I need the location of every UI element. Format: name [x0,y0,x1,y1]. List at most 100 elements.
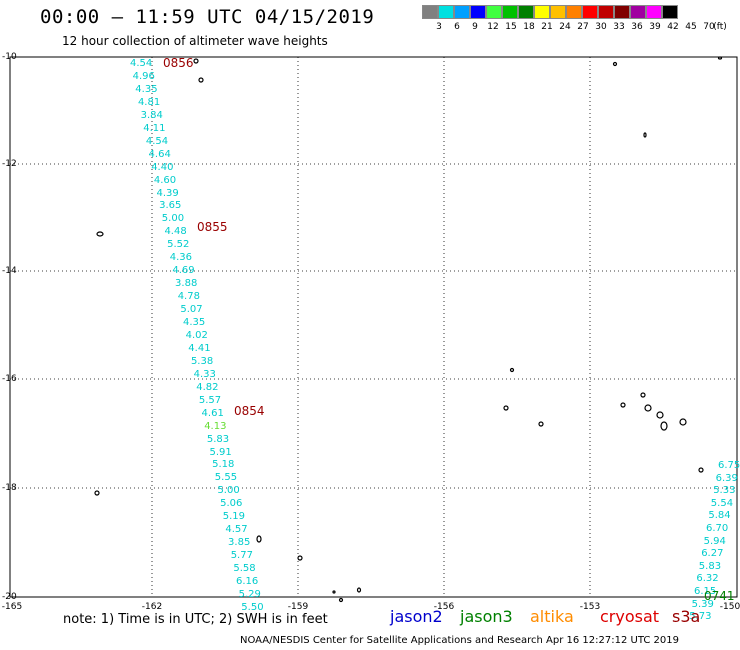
legend-swatch [422,5,438,19]
island-outline [198,77,204,83]
wave-height-value: 5.52 [167,239,190,251]
legend-swatch [502,5,518,19]
wave-height-value: 4.41 [188,342,211,354]
wave-height-value: 5.33 [713,485,736,497]
island-outline [193,58,199,64]
wave-height-value: 5.91 [209,446,232,458]
island-outline [612,61,618,67]
wave-height-value: 5.50 [241,601,264,613]
track-time-label: 0741 [704,589,735,603]
page-title: 00:00 – 11:59 UTC 04/15/2019 [40,6,375,28]
legend-label: 12 [487,22,499,32]
island-outline [656,411,664,419]
island-outline [94,490,100,496]
wave-height-value: 4.35 [135,83,158,95]
wave-height-value: 4.40 [151,161,174,173]
legend-swatch [518,5,534,19]
wave-height-value: 4.96 [132,70,155,82]
track-time-label: 0854 [234,404,265,418]
wave-height-value: 5.54 [710,497,734,509]
wave-height-value: 4.57 [225,524,248,536]
latitude-label: -10 [2,52,17,62]
legend-label: 9 [472,22,478,32]
wave-height-value: 3.84 [140,109,163,121]
wave-height-value: 3.88 [175,278,198,290]
wave-height-value: 4.02 [185,329,208,341]
footer-note: note: 1) Time is in UTC; 2) SWH is in fe… [63,612,328,627]
wave-height-value: 4.61 [201,407,224,419]
wave-height-value: 4.78 [177,291,200,303]
island-outline [640,392,646,398]
legend-swatch [534,5,550,19]
wave-height-value: 5.57 [198,394,222,406]
wave-height-value: 4.48 [164,226,187,238]
island-outline [96,231,104,237]
latitude-label: -16 [2,374,17,384]
island-outline [297,555,303,561]
island-outline [338,597,344,603]
satellite-name: jason2 [390,607,443,626]
wave-height-value: 3.65 [159,200,182,212]
wave-height-value: 4.11 [143,122,166,134]
wave-height-value: 4.33 [193,368,216,380]
legend-swatch [486,5,502,19]
wave-height-value: 6.75 [718,460,740,471]
island-outline [620,402,626,408]
island-outline [256,535,262,543]
island-outline [698,467,704,473]
wave-height-value: 5.07 [180,304,203,316]
legend-swatch [550,5,566,19]
legend-label: 3 [436,22,442,32]
longitude-label: -165 [1,602,23,612]
legend-swatch [646,5,662,19]
wave-height-value: 6.27 [701,548,724,560]
wave-height-value: 4.81 [137,96,161,108]
legend-swatch [614,5,630,19]
longitude-label: -162 [141,602,163,612]
wave-height-value: 5.83 [206,433,230,445]
wave-height-value: 6.15 [694,586,717,597]
wave-height-value: 5.73 [689,611,712,623]
wave-height-value: 5.83 [698,560,722,572]
longitude-label: -150 [719,602,740,612]
wave-height-value: 5.06 [220,498,243,510]
legend-label: 42 [667,22,679,32]
longitude-label: -153 [579,602,601,612]
wave-height-value: 5.29 [238,588,261,600]
legend-label: 18 [523,22,535,32]
wave-height-value: 6.39 [715,472,738,484]
page-subtitle: 12 hour collection of altimeter wave hei… [62,34,328,48]
latitude-label: -14 [2,266,17,276]
wave-height-value: 6.70 [706,523,729,534]
island-outline [509,367,515,373]
legend-label: 15 [505,22,517,32]
legend-label: 36 [631,22,643,32]
island-outline [660,421,668,431]
wave-height-value: 5.00 [161,213,185,225]
wave-height-value: 4.36 [169,252,193,264]
wave-height-value: 5.38 [190,355,214,367]
legend-swatch [662,5,678,19]
legend-swatch [454,5,470,19]
island-outline [538,421,544,427]
wave-height-value: 4.82 [196,381,219,393]
longitude-label: -159 [287,602,309,612]
track-time-label: 0855 [197,220,228,234]
legend-labels: 3 6 9 12 15 18 21 24 27 30 33 36 39 42 45 70 (ft) [422,19,727,33]
wave-height-value: 3.85 [228,537,251,549]
legend-swatch [438,5,454,19]
legend-label: 39 [649,22,661,32]
legend-label: 21 [541,22,553,32]
wave-height-value: 5.94 [703,535,726,547]
track-time-label: 0856 [163,56,194,70]
wave-height-value: 4.54 [145,135,169,147]
wave-height-value: 5.58 [233,563,256,575]
wave-height-value: 5.39 [691,598,714,610]
latitude-label: -18 [2,483,17,493]
island-outlines [94,56,723,603]
satellite-name: s3a [672,607,701,626]
island-outline [356,587,362,593]
legend-swatch [598,5,614,19]
wave-height-value: 5.00 [217,485,240,497]
